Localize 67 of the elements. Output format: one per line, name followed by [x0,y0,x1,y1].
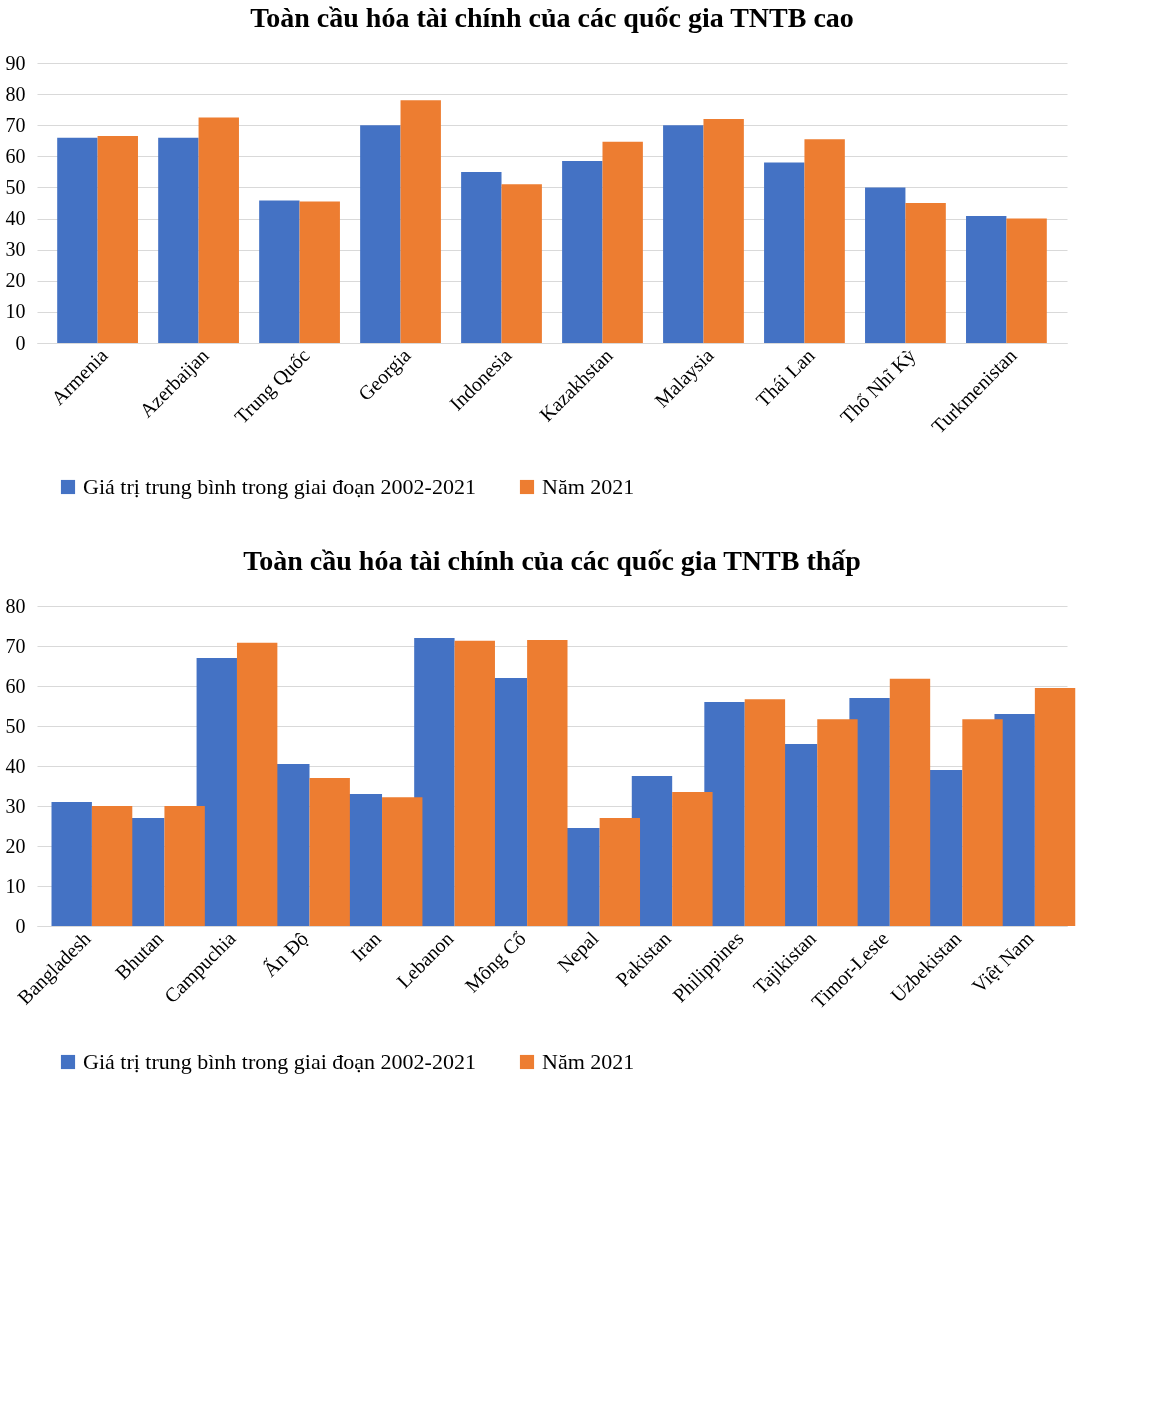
bar [414,638,455,926]
bar [400,100,441,343]
x-tick-label: Iran [346,927,385,966]
bar [663,125,704,343]
y-tick-label: 60 [5,144,26,167]
chart-title: Toàn cầu hóa tài chính của các quốc gia TNTB thấp [243,545,861,576]
x-tick-label: Ấn Độ [257,926,313,981]
bar [527,640,568,926]
bar [962,719,1003,926]
bar [299,201,340,343]
bar [501,184,542,343]
y-tick-label: 40 [5,754,26,777]
bar [236,642,278,926]
bar [91,806,133,926]
bar [1034,688,1076,926]
bar [703,119,744,343]
y-tick-label: 30 [5,794,26,817]
y-tick-label: 50 [5,714,26,737]
bar [966,216,1007,343]
y-tick-label: 70 [5,634,26,657]
x-tick-label: Thổ Nhĩ Kỳ [835,344,921,429]
x-tick-label: Thái Lan [751,344,819,412]
y-tick-label: 10 [5,874,26,897]
legend-label: Giá trị trung bình trong giai đoạn 2002-2021 [83,474,476,499]
bar [360,125,401,343]
y-tick-label: 0 [15,914,26,937]
y-tick-label: 10 [5,300,26,323]
bar [97,136,138,343]
bar [382,797,423,926]
y-tick-label: 30 [5,238,26,261]
bar [309,778,350,926]
y-tick-label: 50 [5,175,26,198]
bar [198,117,239,343]
bar [602,141,643,343]
bar [461,171,502,343]
bar [599,818,641,926]
legend-label: Năm 2021 [542,474,635,499]
bar [672,792,713,926]
y-tick-label: 20 [5,834,26,857]
bar [158,137,199,343]
bar [817,719,858,926]
chart-title: Toàn cầu hóa tài chính của các quốc gia TNTB cao [250,2,854,33]
bar [865,187,906,343]
bar [57,137,98,343]
bar [259,200,300,343]
x-tick-label: Việt Nam [967,926,1038,998]
y-tick-label: 60 [5,674,26,697]
bar [764,162,805,343]
y-tick-label: 0 [15,331,26,354]
bar [804,139,845,343]
y-tick-label: 40 [5,207,26,230]
bar [905,203,946,343]
y-tick-label: 80 [5,82,26,105]
bar [1006,218,1047,343]
bar [889,678,931,926]
y-tick-label: 80 [5,594,26,617]
bar [196,658,237,926]
legend-label: Năm 2021 [542,1049,635,1074]
y-tick-label: 70 [5,113,26,136]
bar [164,806,205,926]
bar [51,802,92,926]
y-tick-label: 20 [5,269,26,292]
bar [744,699,786,926]
bar [454,640,495,926]
y-tick-label: 90 [5,51,26,74]
bar [562,161,603,343]
legend-label: Giá trị trung bình trong giai đoạn 2002-2021 [83,1049,476,1074]
